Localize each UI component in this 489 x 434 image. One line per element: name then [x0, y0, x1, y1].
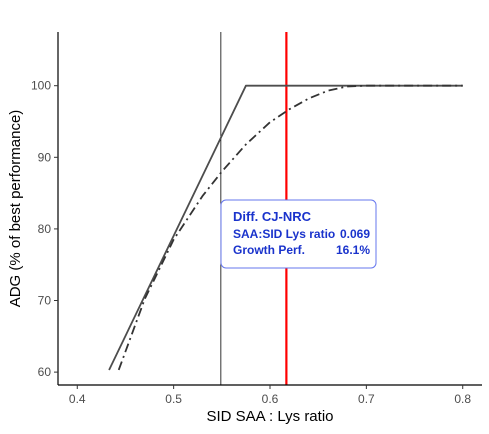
x-tick-label: 0.5 — [165, 392, 182, 406]
annotation-row-ratio-value: 0.069 — [340, 227, 370, 241]
annotation-box-frame — [220, 199, 377, 269]
y-tick-label: 80 — [38, 222, 52, 236]
annotation-row-growth-value: 16.1% — [336, 243, 370, 257]
y-tick-label: 60 — [38, 365, 52, 379]
x-tick-label: 0.4 — [69, 392, 86, 406]
y-tick-label: 90 — [38, 150, 52, 164]
x-tick-label: 0.6 — [262, 392, 279, 406]
ticks: 0.4 0.5 0.6 0.7 0.8 60 70 80 90 100 — [31, 79, 471, 406]
annotation-row-growth-label: Growth Perf. — [233, 243, 305, 257]
y-tick-label: 100 — [31, 79, 51, 93]
annotation-title: Diff. CJ-NRC — [233, 209, 312, 224]
annotation-row-ratio-label: SAA:SID Lys ratio — [233, 227, 335, 241]
x-tick-label: 0.8 — [454, 392, 471, 406]
x-tick-label: 0.7 — [358, 392, 375, 406]
y-axis-title: ADG (% of best performance) — [7, 110, 24, 308]
x-axis-title: SID SAA : Lys ratio — [207, 408, 334, 425]
series-line-1 — [117, 84, 463, 371]
y-tick-label: 70 — [38, 294, 52, 308]
annotation-box: Diff. CJ-NRC SAA:SID Lys ratio 0.069 Gro… — [220, 199, 377, 269]
